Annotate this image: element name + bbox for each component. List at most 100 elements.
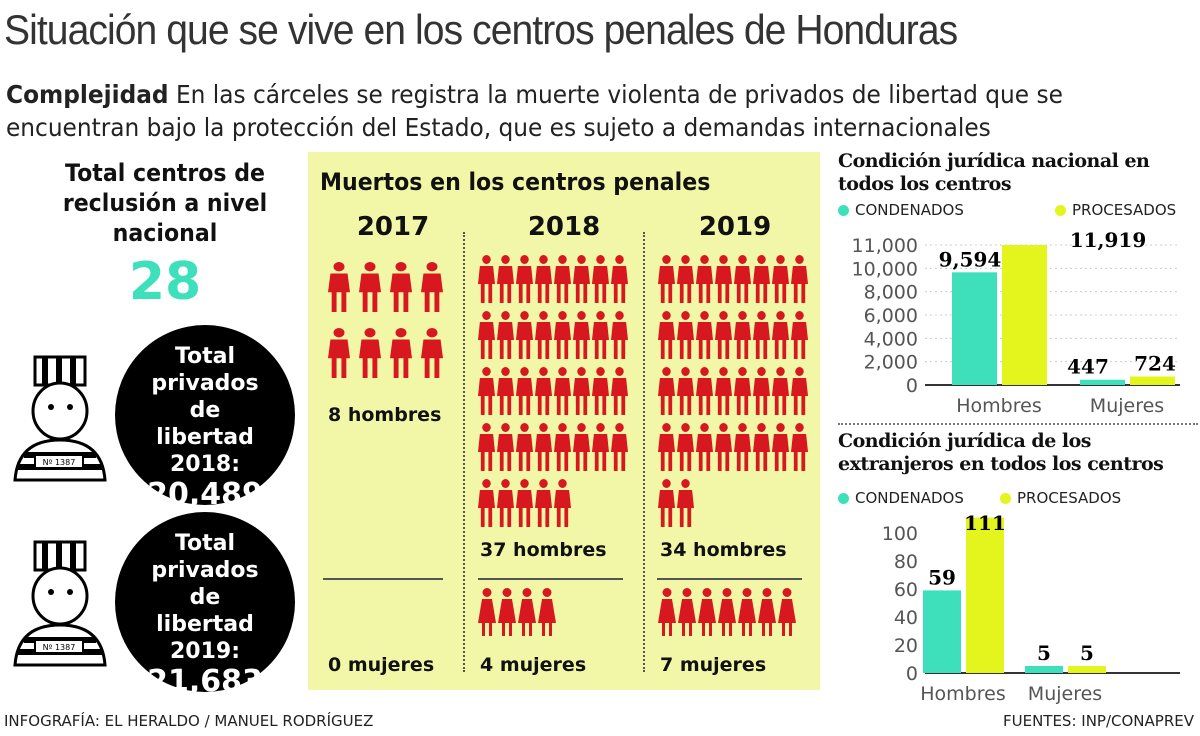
man-figure-icon xyxy=(390,262,412,312)
man-figure-icon xyxy=(478,311,495,359)
woman-figure-icon xyxy=(658,588,676,636)
data-label: 5 xyxy=(1037,641,1051,665)
man-figure-icon xyxy=(715,367,732,415)
man-figure-icon xyxy=(478,423,495,471)
woman-figure-icon xyxy=(518,588,536,636)
y-tick-label: 0 xyxy=(906,663,918,685)
woman-figure-icon xyxy=(498,588,516,636)
legend-swatch xyxy=(838,492,849,504)
footer-credit: INFOGRAFÍA: EL HERALDO / MANUEL RODRÍGUE… xyxy=(4,712,374,730)
man-figure-icon xyxy=(516,423,533,471)
man-figure-icon xyxy=(592,255,609,303)
man-figure-icon xyxy=(516,311,533,359)
man-figure-icon xyxy=(421,262,443,312)
prisoner-icon: Nº 1387 xyxy=(13,355,107,482)
centers-value: 28 xyxy=(128,252,202,312)
man-figure-icon xyxy=(753,311,770,359)
y-tick-label: 4,000 xyxy=(864,328,918,350)
subtitle-lead: Complejidad xyxy=(6,80,169,109)
divider xyxy=(657,578,802,580)
man-figure-icon xyxy=(573,255,590,303)
man-figure-icon xyxy=(478,367,495,415)
divider xyxy=(838,423,1198,425)
man-figure-icon xyxy=(791,311,808,359)
man-figure-icon xyxy=(573,367,590,415)
footer-sources: FUENTES: INP/CONAPREV xyxy=(1002,712,1194,730)
man-figure-icon xyxy=(516,255,533,303)
women-2017-label: 0 mujeres xyxy=(328,654,435,676)
man-figure-icon xyxy=(734,367,751,415)
data-label: 724 xyxy=(1134,351,1176,375)
year-2017: 2017 xyxy=(356,212,430,242)
y-tick-label: 11,000 xyxy=(852,235,918,257)
man-figure-icon xyxy=(573,311,590,359)
bar-procesados-mujeres xyxy=(1130,376,1175,385)
men-2018-label: 37 hombres xyxy=(480,539,607,561)
man-figure-icon xyxy=(554,255,571,303)
man-figure-icon xyxy=(554,479,571,527)
men-2017-label: 8 hombres xyxy=(328,404,442,426)
man-figure-icon xyxy=(535,423,552,471)
man-figure-icon xyxy=(497,311,514,359)
woman-figure-icon xyxy=(778,588,796,636)
deaths-panel xyxy=(308,152,820,690)
man-figure-icon xyxy=(696,367,713,415)
man-figure-icon xyxy=(791,367,808,415)
chart2-svg: 100 80 60 40 20 0 59 111 Hombres 5 5 Mujeres xyxy=(882,511,1180,705)
divider xyxy=(643,232,645,672)
man-figure-icon xyxy=(478,479,495,527)
page-title: Situación que se vive en los centros pen… xyxy=(4,6,958,53)
women-2018-label: 4 mujeres xyxy=(480,654,587,676)
man-figure-icon xyxy=(554,423,571,471)
men-2019-label: 34 hombres xyxy=(660,539,787,561)
man-figure-icon xyxy=(359,262,381,312)
y-tick-label: 60 xyxy=(894,579,918,601)
man-figure-icon xyxy=(734,255,751,303)
man-figure-icon xyxy=(791,255,808,303)
prisoners-2019-circle: Total privados de libertad 2019: 21,683 xyxy=(115,512,295,699)
man-figure-icon xyxy=(516,479,533,527)
chart2-title: Condición jurídica de los extranjeros en… xyxy=(838,430,1164,475)
man-figure-icon xyxy=(658,255,675,303)
chart1-legend-procesados: PROCESADOS xyxy=(1055,201,1176,219)
man-figure-icon xyxy=(734,311,751,359)
y-tick-label: 40 xyxy=(894,607,918,629)
y-tick-label: 6,000 xyxy=(864,305,918,327)
man-figure-icon xyxy=(592,311,609,359)
legend-label: CONDENADOS xyxy=(855,489,964,507)
y-tick-label: 10,000 xyxy=(852,258,918,280)
man-figure-icon xyxy=(677,367,694,415)
legend-label: CONDENADOS xyxy=(855,201,964,219)
man-figure-icon xyxy=(677,311,694,359)
y-tick-label: 80 xyxy=(894,551,918,573)
man-figure-icon xyxy=(715,311,732,359)
bar-condenados-hombres xyxy=(923,590,961,673)
man-figure-icon xyxy=(715,423,732,471)
man-figure-icon xyxy=(772,423,789,471)
man-figure-icon xyxy=(535,479,552,527)
data-label: 59 xyxy=(928,565,956,589)
prisoner-icon: Nº 1387 xyxy=(13,540,107,667)
x-tick-label: Hombres xyxy=(956,395,1041,417)
man-figure-icon xyxy=(611,367,628,415)
year-2018: 2018 xyxy=(527,212,601,242)
man-figure-icon xyxy=(772,311,789,359)
man-figure-icon xyxy=(677,479,694,527)
data-label: 11,919 xyxy=(1070,228,1147,252)
man-figure-icon xyxy=(497,255,514,303)
data-label: 5 xyxy=(1080,641,1094,665)
man-figure-icon xyxy=(535,367,552,415)
man-figure-icon xyxy=(554,311,571,359)
legend-swatch xyxy=(838,204,849,216)
man-figure-icon xyxy=(791,423,808,471)
man-figure-icon xyxy=(328,328,350,378)
man-figure-icon xyxy=(611,311,628,359)
man-figure-icon xyxy=(677,423,694,471)
woman-figure-icon xyxy=(538,588,556,636)
woman-figure-icon xyxy=(738,588,756,636)
divider xyxy=(478,578,623,580)
chart1-title: Condición jurídica nacional en todos los… xyxy=(838,150,1150,195)
man-figure-icon xyxy=(696,255,713,303)
bar-procesados-mujeres xyxy=(1068,666,1106,673)
